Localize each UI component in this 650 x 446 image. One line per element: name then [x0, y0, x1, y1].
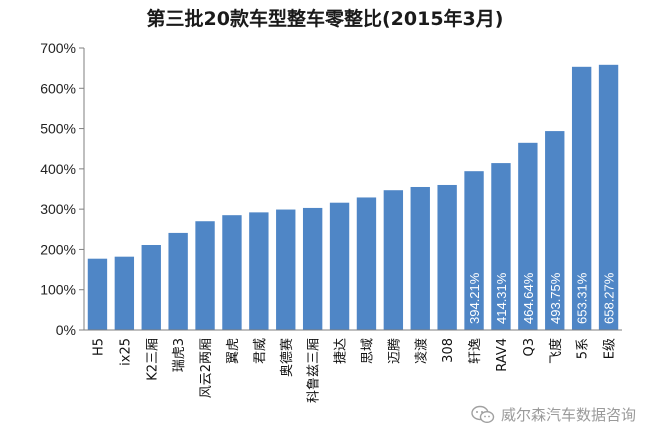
bar-11 — [383, 190, 404, 330]
bar-4 — [195, 221, 215, 330]
y-tick-label: 400% — [40, 161, 76, 177]
data-label-14: 394.21% — [467, 272, 482, 324]
x-category-label-7: 奥德赛 — [279, 338, 295, 377]
bar-12 — [410, 186, 430, 330]
bar-10 — [356, 197, 377, 330]
data-label-16: 464.64% — [521, 272, 536, 324]
y-tick-label: 100% — [40, 282, 76, 298]
bar-17 — [545, 131, 565, 330]
bar-16 — [518, 142, 538, 330]
y-tick-label: 0% — [56, 322, 76, 338]
bar-18 — [571, 66, 592, 331]
data-label-18: 653.31% — [575, 272, 590, 324]
x-category-label-19: E级 — [603, 338, 618, 359]
x-category-label-8: 科鲁兹三厢 — [307, 338, 322, 403]
x-category-label-15: RAV4 — [495, 338, 510, 372]
x-category-label-13: 308 — [441, 338, 456, 363]
data-label-17: 493.75% — [548, 272, 563, 324]
x-category-label-9: 捷达 — [334, 338, 349, 364]
x-category-label-3: 瑞虎3 — [172, 338, 187, 372]
watermark: 威尔森汽车数据咨询 — [471, 404, 636, 425]
bar-15 — [491, 163, 511, 330]
wechat-icon — [471, 405, 495, 423]
data-label-19: 658.27% — [602, 272, 617, 324]
data-label-15: 414.31% — [494, 272, 509, 324]
x-category-label-5: 翼虎 — [226, 338, 241, 364]
chart-title: 第三批20款车型整车零整比(2015年3月) — [146, 8, 504, 30]
x-category-label-1: ix25 — [118, 338, 133, 366]
x-category-label-16: Q3 — [522, 338, 537, 357]
bar-19 — [598, 64, 619, 331]
bar-7 — [276, 209, 296, 330]
x-category-label-0: H5 — [91, 338, 106, 356]
x-category-label-10: 思域 — [360, 338, 375, 364]
x-category-label-2: K2三厢 — [145, 338, 160, 381]
x-category-label-14: 轩逸 — [468, 338, 483, 364]
x-category-label-17: 飞度 — [548, 338, 564, 364]
x-category-label-18: 5系 — [576, 338, 591, 359]
x-category-label-6: 君威 — [253, 338, 268, 364]
bar-8 — [302, 207, 323, 330]
bar-14 — [464, 171, 484, 330]
bar-1 — [114, 256, 135, 330]
bar-6 — [249, 212, 269, 330]
bar-5 — [222, 215, 242, 330]
y-tick-label: 200% — [40, 241, 76, 257]
y-tick-label: 500% — [40, 121, 76, 137]
x-category-label-12: 凌渡 — [413, 338, 429, 364]
bar-0 — [87, 258, 108, 330]
y-tick-label: 300% — [40, 201, 76, 217]
bar-2 — [141, 244, 161, 330]
bar-13 — [437, 184, 457, 330]
y-tick-label: 600% — [40, 80, 76, 96]
x-category-label-4: 风云2两厢 — [199, 338, 214, 398]
y-tick-label: 700% — [40, 40, 76, 56]
watermark-text: 威尔森汽车数据咨询 — [500, 406, 636, 424]
bar-9 — [329, 202, 350, 330]
x-category-label-11: 迈腾 — [386, 338, 402, 364]
bar-3 — [168, 232, 188, 330]
